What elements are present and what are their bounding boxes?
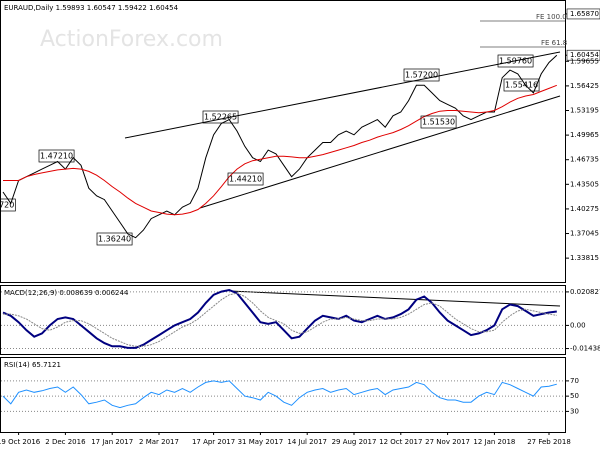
- y-tick-label: 50: [570, 392, 579, 400]
- series-line: [2, 380, 557, 409]
- macd-trendline: [229, 290, 561, 307]
- x-tick-label: 29 Aug 2017: [332, 438, 377, 446]
- y-tick-label: 1.56425: [570, 82, 599, 90]
- y-tick-label: 1.53195: [570, 107, 599, 115]
- annotation-box: [202, 110, 239, 124]
- y-tick-label: 30: [570, 407, 579, 415]
- x-tick-label: 2 Mar 2017: [139, 438, 179, 446]
- annotation-box: [403, 68, 440, 82]
- panel-title: RSI(14) 65.7121: [4, 361, 61, 369]
- annotation-box: [0, 198, 16, 212]
- y-tick-label: 1.37045: [570, 230, 599, 238]
- price-marker-box: [566, 8, 600, 20]
- y-tick-label: 0.020827: [570, 288, 600, 296]
- y-tick-label: 1.49965: [570, 131, 599, 139]
- annotation: 1.51530: [422, 118, 455, 127]
- y-tick-label: 1.65870: [570, 10, 599, 18]
- x-tick-label: 17 Jan 2017: [91, 438, 133, 446]
- annotation: 1.44210: [229, 175, 262, 184]
- channel-bottom: [199, 95, 561, 209]
- annotation: 1.59760: [499, 57, 532, 66]
- y-tick-label: 1.46735: [570, 156, 599, 164]
- y-tick-label: -0.014386: [570, 345, 600, 353]
- annotation: 1.57200: [405, 71, 438, 80]
- panel-title: MACD(12,26,9) 0.008639 0.006244: [4, 289, 129, 297]
- series-line: [2, 54, 558, 239]
- annotation-box: [96, 232, 133, 246]
- macd-panel: [0, 285, 566, 355]
- x-tick-label: 14 Jul 2017: [287, 438, 327, 446]
- annotation-box: [420, 115, 457, 129]
- annotation: 0720: [0, 201, 14, 210]
- x-tick-label: 2 Dec 2016: [45, 438, 86, 446]
- price-marker-box: [566, 49, 600, 61]
- annotation-box: [497, 54, 534, 68]
- panel-title: EURAUD,Daily 1.59893 1.60547 1.59422 1.6…: [4, 4, 179, 12]
- annotation-box: [227, 172, 264, 186]
- x-tick-label: 27 Feb 2018: [527, 438, 571, 446]
- x-tick-label: 19 Oct 2016: [0, 438, 41, 446]
- x-tick-label: 31 May 2017: [238, 438, 284, 446]
- annotation: 1.36240: [98, 235, 131, 244]
- y-tick-label: 70: [570, 377, 579, 385]
- series-line: [3, 84, 557, 216]
- annotation: FE 61.8: [541, 39, 567, 47]
- y-tick-label: 0.00: [570, 321, 586, 329]
- x-tick-label: 12 Oct 2017: [379, 438, 422, 446]
- y-tick-label: 1.33815: [570, 254, 599, 262]
- x-tick-label: 12 Jan 2018: [473, 438, 515, 446]
- annotation-box: [38, 149, 75, 163]
- rsi-panel: [0, 357, 566, 433]
- price-panel: [0, 0, 566, 283]
- series-line: [2, 288, 557, 349]
- annotation: FE 100.0: [536, 13, 567, 21]
- x-tick-label: 17 Apr 2017: [192, 438, 235, 446]
- channel-top: [124, 51, 561, 139]
- watermark: ActionForex.com: [40, 27, 223, 52]
- series-line: [3, 292, 557, 347]
- y-tick-label: 1.40275: [570, 205, 599, 213]
- x-tick-label: 27 Nov 2017: [425, 438, 470, 446]
- annotation: 1.55416: [505, 81, 538, 90]
- y-tick-label: 1.43505: [570, 180, 599, 188]
- y-tick-label: 1.59655: [570, 57, 599, 65]
- annotation: 1.47210: [40, 152, 73, 161]
- annotation: 1.52265: [204, 113, 237, 122]
- annotation-box: [503, 78, 540, 92]
- y-tick-label: 1.60454: [570, 51, 599, 59]
